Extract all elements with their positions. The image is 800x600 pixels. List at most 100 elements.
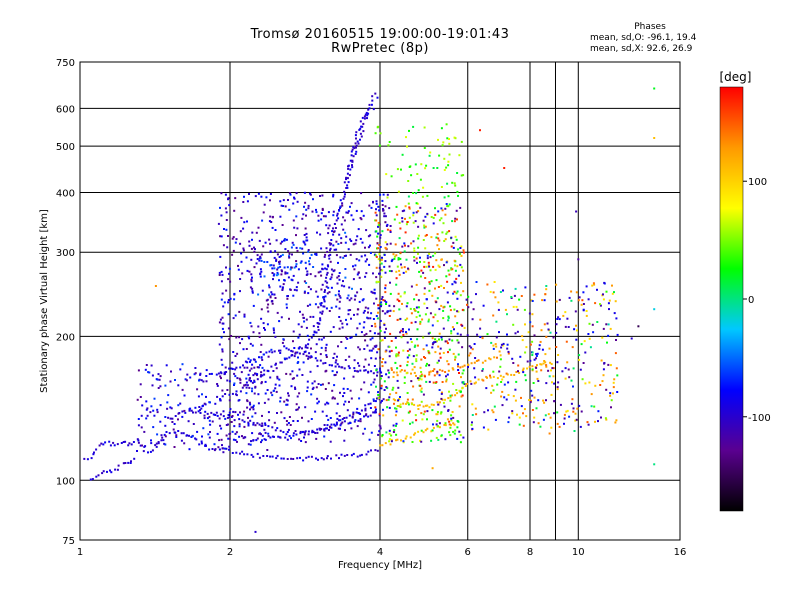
scatter-point xyxy=(556,388,559,391)
scatter-point xyxy=(371,337,374,340)
scatter-point xyxy=(228,204,231,207)
scatter-point xyxy=(287,295,289,297)
trace-point xyxy=(469,380,472,383)
scatter-point xyxy=(250,247,253,250)
scatter-point xyxy=(425,380,428,383)
scatter-point xyxy=(239,290,241,293)
scatter-point xyxy=(442,309,445,312)
scatter-point xyxy=(556,386,559,389)
scatter-point xyxy=(428,154,431,157)
trace-point xyxy=(355,137,357,140)
scatter-point xyxy=(394,336,397,339)
trace-point xyxy=(456,392,459,395)
scatter-point xyxy=(277,273,280,276)
scatter-point xyxy=(254,360,257,363)
scatter-point xyxy=(307,357,310,360)
scatter-point xyxy=(388,371,391,374)
scatter-point xyxy=(507,352,510,355)
scatter-point xyxy=(456,437,459,440)
trace-point xyxy=(122,462,125,465)
scatter-point xyxy=(599,304,602,307)
scatter-point xyxy=(455,389,458,391)
scatter-point xyxy=(426,194,429,197)
scatter-point xyxy=(468,345,471,348)
trace-point xyxy=(290,457,293,460)
trace-point xyxy=(311,431,314,434)
scatter-point xyxy=(336,417,339,420)
scatter-point xyxy=(183,442,186,445)
scatter-point xyxy=(492,314,495,317)
scatter-point xyxy=(382,299,385,302)
trace-point xyxy=(376,371,379,374)
trace-point xyxy=(428,406,431,409)
trace-point xyxy=(231,392,234,395)
scatter-point xyxy=(565,410,568,413)
scatter-point xyxy=(551,381,553,384)
scatter-point xyxy=(544,414,547,417)
scatter-point xyxy=(424,215,427,218)
scatter-point xyxy=(177,384,180,387)
trace-point xyxy=(428,371,431,374)
scatter-point xyxy=(255,231,258,234)
trace-point xyxy=(346,454,349,456)
scatter-point xyxy=(436,244,439,247)
scatter-point xyxy=(364,275,367,278)
scatter-point xyxy=(456,190,459,193)
scatter-point xyxy=(356,407,359,410)
scatter-point xyxy=(515,305,518,308)
scatter-point xyxy=(310,347,312,350)
scatter-point xyxy=(350,214,353,217)
scatter-point xyxy=(501,378,504,381)
trace-point xyxy=(129,462,132,464)
scatter-point xyxy=(395,270,398,273)
trace-point xyxy=(256,422,259,425)
scatter-point xyxy=(352,265,354,268)
x-tick-label: 10 xyxy=(572,547,585,558)
scatter-point xyxy=(565,340,568,343)
scatter-point xyxy=(251,291,254,294)
scatter-point xyxy=(259,273,262,276)
scatter-point xyxy=(263,275,266,278)
scatter-point xyxy=(291,253,293,256)
scatter-point xyxy=(347,210,350,213)
scatter-point xyxy=(448,348,451,351)
scatter-point xyxy=(586,421,589,424)
scatter-point xyxy=(286,403,289,406)
trace-point xyxy=(365,111,368,114)
scatter-point xyxy=(405,270,408,273)
scatter-point xyxy=(433,374,436,377)
scatter-point xyxy=(531,300,534,302)
scatter-point xyxy=(321,209,324,211)
scatter-point xyxy=(336,298,339,301)
scatter-point xyxy=(243,315,246,318)
scatter-point xyxy=(594,302,597,305)
scatter-point xyxy=(272,264,275,267)
scatter-point xyxy=(440,411,443,414)
scatter-point xyxy=(145,400,148,403)
scatter-point xyxy=(337,293,340,296)
scatter-point xyxy=(254,424,257,427)
scatter-point xyxy=(376,242,379,245)
scatter-point xyxy=(414,414,417,417)
scatter-point xyxy=(454,355,457,358)
scatter-point xyxy=(306,386,309,389)
scatter-point xyxy=(609,327,612,330)
scatter-point xyxy=(234,375,237,378)
scatter-point xyxy=(311,388,314,390)
scatter-point xyxy=(410,321,413,324)
scatter-point xyxy=(610,399,613,402)
scatter-point xyxy=(417,210,420,213)
trace-point xyxy=(243,420,246,423)
trace-point xyxy=(235,451,238,454)
scatter-point xyxy=(335,240,338,243)
scatter-point xyxy=(375,315,378,317)
scatter-point xyxy=(219,398,221,401)
scatter-point xyxy=(281,240,284,243)
scatter-point xyxy=(356,313,359,316)
scatter-point xyxy=(413,256,416,259)
scatter-point xyxy=(408,348,411,351)
trace-point xyxy=(309,257,311,260)
scatter-point xyxy=(545,288,548,291)
scatter-point xyxy=(505,372,508,375)
scatter-point xyxy=(305,267,307,270)
